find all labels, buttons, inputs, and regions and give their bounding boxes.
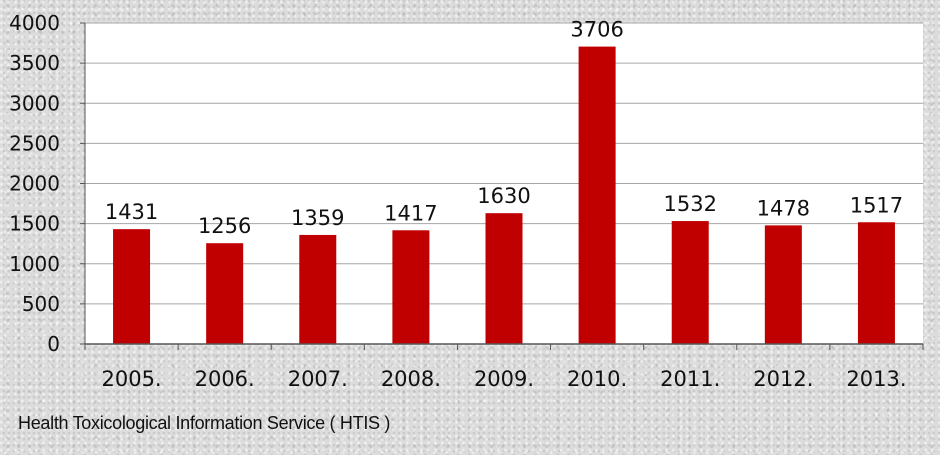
data-label: 1532: [663, 192, 716, 216]
y-tick-label: 4000: [9, 11, 60, 35]
bar: [764, 225, 802, 344]
x-tick-label: 2011.: [660, 367, 720, 391]
y-tick-label: 1000: [9, 252, 60, 276]
y-tick-label: 3500: [9, 51, 60, 75]
bar: [299, 234, 337, 344]
y-tick-label: 0: [47, 332, 60, 356]
data-label: 1517: [850, 193, 903, 217]
x-tick-label: 2006.: [195, 367, 255, 391]
data-label: 1417: [384, 201, 437, 225]
data-label: 1630: [477, 184, 530, 208]
y-tick-label: 3000: [9, 91, 60, 115]
y-tick-label: 2500: [9, 131, 60, 155]
x-tick-label: 2007.: [288, 367, 348, 391]
bar: [392, 230, 430, 344]
y-tick-label: 2000: [9, 172, 60, 196]
x-tick-label: 2010.: [567, 367, 627, 391]
x-tick-label: 2013.: [846, 367, 906, 391]
data-label: 1256: [198, 214, 251, 238]
y-tick-label: 500: [22, 292, 60, 316]
x-tick-label: 2008.: [381, 367, 441, 391]
data-labels: 1431 1256 1359 1417 1630 3706 1532 1478 1517: [105, 18, 903, 239]
bars: [113, 46, 895, 344]
bar: [578, 46, 616, 344]
y-axis-tick-labels: 0 500 1000 1500 2000 2500 3000 3500 4000: [9, 11, 85, 356]
y-tick-label: 1500: [9, 212, 60, 236]
data-label: 1478: [757, 196, 810, 220]
source-caption: Health Toxicological Information Service…: [18, 413, 391, 433]
data-label: 1359: [291, 206, 344, 230]
data-label: 1431: [105, 200, 158, 224]
x-tick-label: 2009.: [474, 367, 534, 391]
x-axis-tick-labels: 2005. 2006. 2007. 2008. 2009. 2010. 2011. 2012.…: [101, 367, 906, 391]
bar: [206, 243, 244, 344]
bar: [113, 229, 151, 344]
bar: [671, 221, 709, 344]
bar: [485, 213, 523, 344]
data-label: 3706: [570, 18, 623, 42]
bar: [857, 222, 895, 344]
x-tick-label: 2005.: [101, 367, 161, 391]
x-tick-label: 2012.: [753, 367, 813, 391]
